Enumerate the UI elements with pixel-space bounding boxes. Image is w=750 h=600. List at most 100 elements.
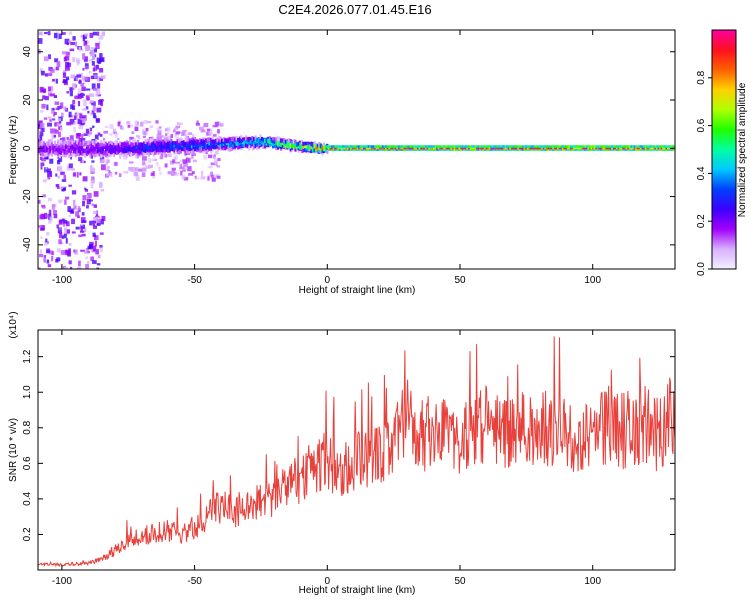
spectrogram-band-cell — [504, 145, 507, 148]
spectrogram-band-cell — [353, 148, 356, 151]
spectrogram-band-cell — [510, 148, 514, 151]
spectrogram-band-cell — [221, 142, 224, 147]
spectrogram-noise-cell — [40, 110, 44, 113]
spectrogram-noise-cell — [65, 61, 70, 68]
spectrogram-band-cell — [423, 145, 426, 148]
spectrogram-noise-cell — [43, 241, 48, 246]
spectrogram-noise-cell — [99, 157, 105, 160]
spectrogram-noise-cell — [82, 99, 87, 103]
spectrogram-noise-cell — [56, 224, 59, 229]
spectrogram-band-cell — [539, 145, 542, 148]
spectrogram-noise-cell — [92, 223, 96, 227]
spectrogram-band-cell — [467, 146, 471, 150]
spectrogram-band-cell — [315, 147, 318, 152]
spectrogram-band-cell — [101, 150, 104, 155]
spectrogram-band-cell — [359, 145, 362, 148]
spectrogram-band-cell — [662, 145, 665, 148]
spectrogram-band-cell — [565, 148, 568, 151]
spectrogram-band-cell — [401, 146, 404, 150]
spectrogram-band-cell — [112, 146, 116, 150]
spectrogram-band-cell — [504, 146, 507, 150]
spectrogram-noise-cell — [214, 121, 219, 127]
spectrogram-noise-cell — [191, 134, 195, 138]
spectrogram-band-cell — [346, 146, 350, 150]
spectrogram-band-cell — [518, 148, 522, 151]
spectrogram-noise-cell — [96, 64, 100, 70]
spectrogram-noise-cell — [60, 250, 66, 255]
spectrogram-band-cell — [526, 148, 530, 151]
spectrogram-band-cell — [576, 146, 579, 150]
spectrogram-band-cell — [581, 146, 584, 150]
spectrogram-band-cell — [138, 142, 141, 146]
spectrogram-band-cell — [160, 150, 163, 155]
spectrogram-noise-cell — [59, 120, 62, 125]
spectrogram-noise-cell — [58, 219, 63, 225]
spectrogram-noise-cell — [142, 156, 147, 161]
spectrogram-band-cell — [447, 145, 450, 148]
spectrogram-noise-cell — [54, 122, 60, 127]
spectrogram-band-cell — [552, 148, 555, 151]
spectrogram-band-cell — [213, 139, 216, 145]
spectrogram-band-cell — [96, 142, 100, 147]
spectrogram-noise-cell — [60, 138, 64, 141]
spectrogram-noise-cell — [93, 101, 96, 107]
spectrogram-band-cell — [622, 145, 625, 148]
spectrogram-noise-cell — [165, 132, 170, 135]
spectrogram-band-cell — [439, 145, 442, 148]
spectrogram-noise-cell — [96, 83, 101, 89]
spectrogram-noise-cell — [48, 92, 52, 97]
spectrogram-noise-cell — [77, 133, 82, 137]
spectrogram-band-cell — [660, 145, 663, 148]
spectrogram-band-cell — [92, 151, 95, 156]
spectrogram-band-cell — [628, 146, 632, 150]
spectrogram-band-cell — [179, 146, 182, 150]
spectrogram-noise-cell — [182, 129, 187, 132]
spectrogram-noise-cell — [200, 176, 206, 180]
spectrogram-noise-cell — [57, 105, 60, 111]
spectrogram-band-cell — [582, 145, 585, 148]
spectrogram-band-cell — [168, 144, 171, 148]
spectrogram-noise-cell — [49, 68, 55, 73]
spectrogram-band-cell — [404, 146, 407, 150]
spectrogram-band-cell — [171, 146, 174, 150]
spectrogram-noise-cell — [83, 76, 89, 81]
spectrogram-band-cell — [604, 148, 608, 151]
spectrogram-band-cell — [334, 145, 337, 148]
spectrogram-noise-cell — [81, 134, 84, 139]
spectrogram-band-cell — [385, 146, 388, 150]
spectrogram-noise-cell — [93, 65, 98, 72]
spectrogram-noise-cell — [105, 168, 110, 172]
spectrogram-noise-cell — [49, 216, 53, 222]
spectrogram-band-cell — [655, 146, 659, 150]
spectrogram-band-cell — [342, 148, 345, 151]
spectrogram-band-cell — [627, 146, 630, 150]
spectrogram-band-cell — [361, 145, 364, 148]
spectrogram-noise-cell — [176, 152, 179, 155]
spectrogram-band-cell — [237, 145, 240, 150]
spectrogram-band-cell — [512, 145, 515, 148]
spectrogram-band-cell — [550, 146, 553, 150]
spectrogram-noise-cell — [127, 124, 131, 128]
spectrogram-band-cell — [428, 145, 431, 148]
spectrogram-noise-cell — [151, 158, 157, 161]
spectrogram-band-cell — [563, 145, 566, 148]
spectrogram-band-cell — [647, 146, 651, 150]
spectrogram-band-cell — [66, 140, 69, 146]
spectrogram-band-cell — [514, 146, 517, 150]
spectrogram-noise-cell — [56, 61, 61, 68]
spectrogram-noise-cell — [210, 162, 215, 166]
spectrogram-band-cell — [670, 148, 673, 151]
spectrogram-band-cell — [639, 145, 643, 148]
spectrogram-noise-cell — [43, 255, 47, 258]
spectrogram-band-cell — [297, 144, 300, 149]
spectrogram-band-cell — [289, 143, 292, 149]
spectrogram-band-cell — [471, 146, 474, 150]
spectrogram-noise-cell — [83, 133, 89, 137]
spectrogram-band-cell — [256, 145, 259, 151]
spectrogram-band-cell — [203, 144, 206, 149]
spectrogram-band-cell — [557, 145, 560, 148]
spectrogram-band-cell — [240, 135, 243, 139]
spectrogram-noise-cell — [70, 119, 73, 125]
spectrogram-band-cell — [209, 149, 213, 154]
spectrogram-band-cell — [573, 148, 576, 151]
